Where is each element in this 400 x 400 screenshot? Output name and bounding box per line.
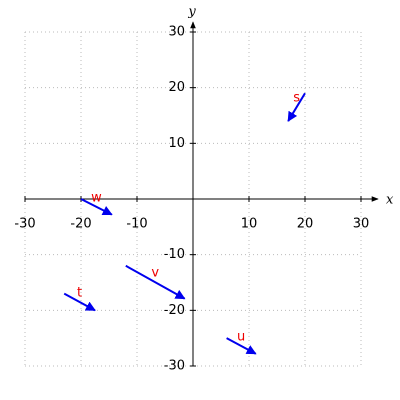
- y-tick-label: 10: [168, 136, 185, 151]
- x-tick-label: 10: [241, 217, 258, 232]
- y-tick-label: 30: [168, 25, 185, 40]
- x-tick-label: 20: [297, 217, 314, 232]
- x-tick-label: -30: [14, 217, 35, 232]
- y-tick-label: -30: [164, 359, 185, 374]
- vector-label: s: [293, 91, 300, 106]
- vector-label: w: [91, 190, 102, 205]
- x-tick-label: -20: [70, 217, 91, 232]
- vector-label: u: [237, 329, 245, 344]
- x-tick-label: -10: [126, 217, 147, 232]
- x-tick-label: 30: [353, 217, 370, 232]
- y-tick-label: 20: [168, 80, 185, 95]
- y-tick-label: -10: [164, 247, 185, 262]
- vector-arrow: [226, 337, 257, 355]
- vector-label: v: [151, 266, 159, 281]
- vector-arrow: [125, 264, 186, 300]
- vector-arrow: [287, 92, 306, 122]
- vector-label: t: [77, 285, 82, 300]
- y-tick-label: -20: [164, 303, 185, 318]
- y-axis-label: y: [187, 5, 196, 20]
- x-axis-label: x: [386, 193, 394, 208]
- vector-arrow: [80, 198, 113, 216]
- vector-arrow: [63, 292, 96, 312]
